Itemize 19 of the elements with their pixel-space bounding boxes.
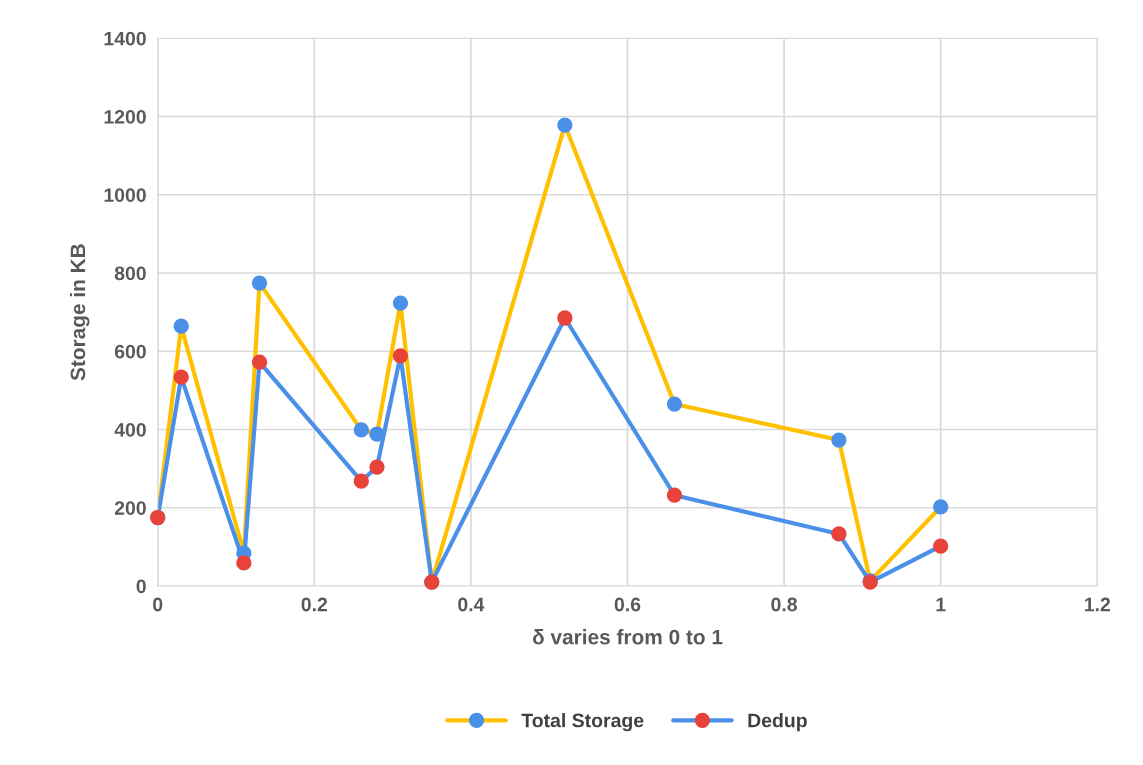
y-tick-label: 0 <box>136 579 146 594</box>
y-tick-label: 600 <box>114 344 146 359</box>
y-tick-label: 1000 <box>104 188 146 202</box>
y-axis-title: Storage in KB <box>69 244 90 381</box>
y-tick-label: 800 <box>114 266 146 281</box>
legend-label: Total Storage <box>521 713 644 732</box>
x-tick-label: 0.4 <box>458 597 485 612</box>
y-tick-label: 400 <box>114 422 146 437</box>
x-tick-label: 0.2 <box>301 597 328 612</box>
x-tick-label: 1.2 <box>1084 597 1111 612</box>
y-tick-label: 1200 <box>104 109 146 124</box>
x-tick-label: 1 <box>936 597 946 612</box>
x-axis-title: δ varies from 0 to 1 <box>532 629 723 645</box>
x-tick-label: 0 <box>153 597 163 612</box>
y-tick-label: 1400 <box>104 31 146 46</box>
legend-label: Dedup <box>748 713 807 732</box>
x-tick-label: 0.6 <box>614 597 641 612</box>
y-tick-label: 200 <box>114 501 146 515</box>
x-tick-label: 0.8 <box>771 597 798 612</box>
